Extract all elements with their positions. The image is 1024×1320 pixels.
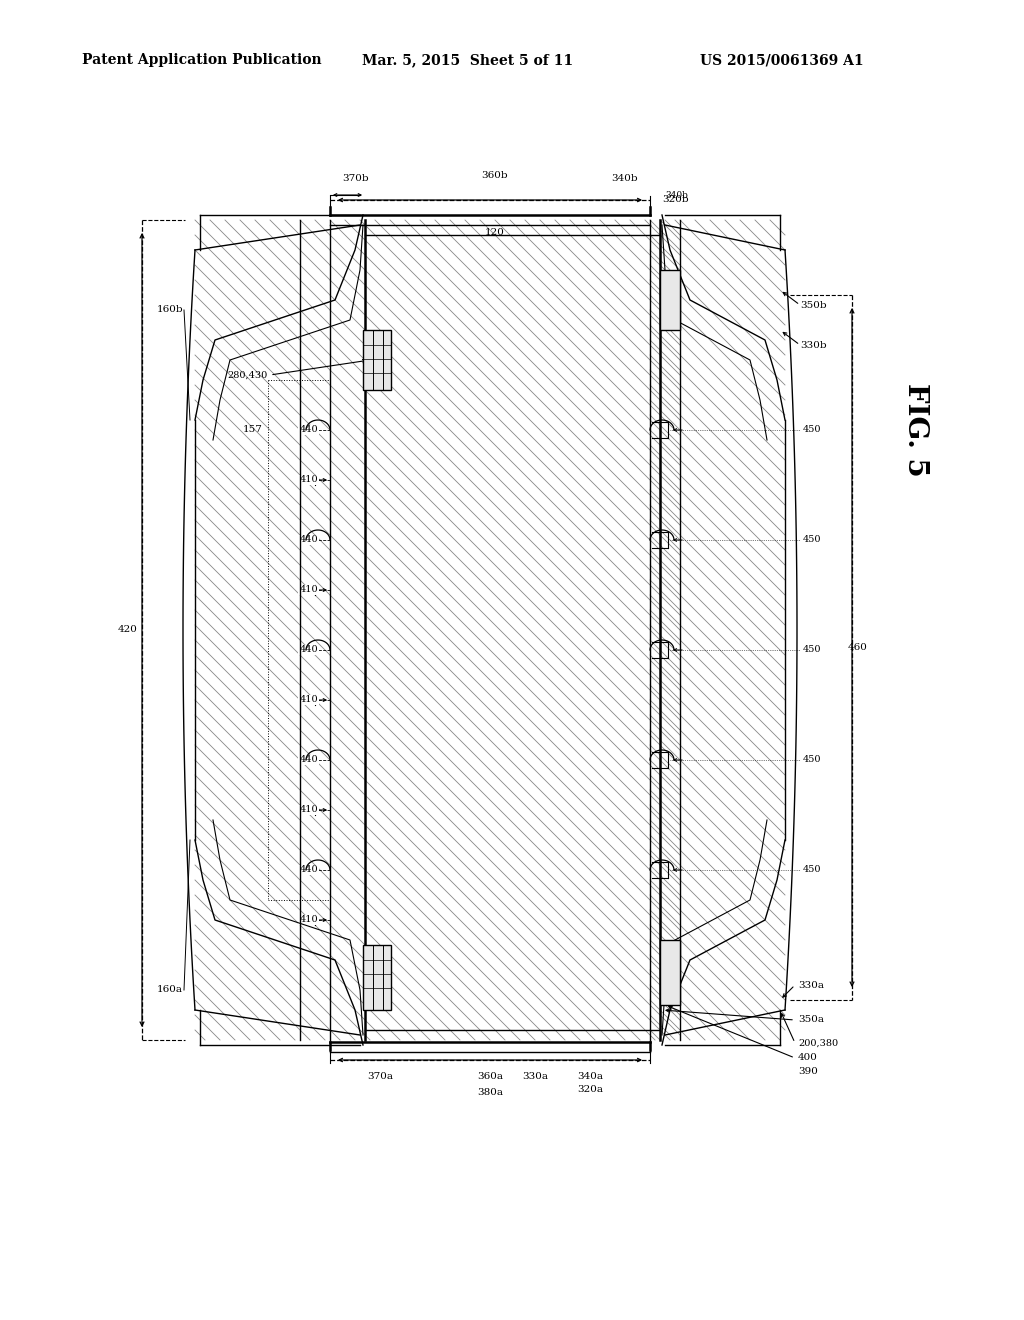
Text: 320a: 320a [577,1085,603,1094]
Text: 160b: 160b [157,305,183,314]
Text: 440: 440 [299,755,318,764]
Text: 440: 440 [299,536,318,544]
FancyBboxPatch shape [660,271,680,330]
Text: 120: 120 [485,228,505,238]
Text: 450: 450 [803,755,821,764]
Text: 440: 440 [299,866,318,874]
Text: 450: 450 [803,645,821,655]
Text: 450: 450 [803,866,821,874]
Text: 450: 450 [803,536,821,544]
Text: 410: 410 [299,586,318,594]
Bar [660,940,680,1005]
Text: 410: 410 [299,696,318,705]
Text: 440: 440 [299,425,318,434]
Text: 440: 440 [299,536,318,544]
Text: 410: 410 [299,805,318,814]
Text: 157: 157 [243,425,263,434]
Text: 410: 410 [299,916,318,924]
Text: 280,430: 280,430 [227,371,268,380]
Text: US 2015/0061369 A1: US 2015/0061369 A1 [700,53,863,67]
Text: 340a: 340a [577,1072,603,1081]
Text: 450: 450 [803,425,821,434]
Text: 420: 420 [118,626,138,635]
Text: 440: 440 [299,755,318,764]
Text: 410: 410 [299,475,318,484]
Text: 330a: 330a [798,981,824,990]
Text: 320b: 320b [662,195,688,205]
Text: 440: 440 [299,645,318,655]
Text: 160a: 160a [157,986,183,994]
Text: 410: 410 [299,805,318,814]
Text: Patent Application Publication: Patent Application Publication [82,53,322,67]
Text: 350a: 350a [798,1015,824,1024]
Text: 360b: 360b [481,172,508,180]
Text: 440: 440 [299,645,318,655]
Text: 390: 390 [798,1068,818,1077]
Text: 410: 410 [299,916,318,924]
Text: 360a: 360a [477,1072,503,1081]
Text: 370a: 370a [367,1072,393,1081]
Text: 200,380: 200,380 [798,1039,838,1048]
Text: 410: 410 [299,586,318,594]
Text: 330a: 330a [522,1072,548,1081]
Text: 370b: 370b [343,174,370,183]
Text: 340b: 340b [611,174,638,183]
Text: 410: 410 [299,475,318,484]
Bar [362,330,391,389]
Text: 380a: 380a [477,1088,503,1097]
Text: 400: 400 [798,1053,818,1063]
Text: 410: 410 [299,696,318,705]
Text: 440: 440 [299,866,318,874]
Text: FIG. 5: FIG. 5 [901,383,929,477]
Text: 440: 440 [299,425,318,434]
Text: 460: 460 [848,643,868,652]
Text: 340b: 340b [665,190,688,199]
Text: Mar. 5, 2015  Sheet 5 of 11: Mar. 5, 2015 Sheet 5 of 11 [362,53,573,67]
Text: 350b: 350b [800,301,826,309]
Text: 330b: 330b [800,341,826,350]
Bar [362,945,391,1010]
